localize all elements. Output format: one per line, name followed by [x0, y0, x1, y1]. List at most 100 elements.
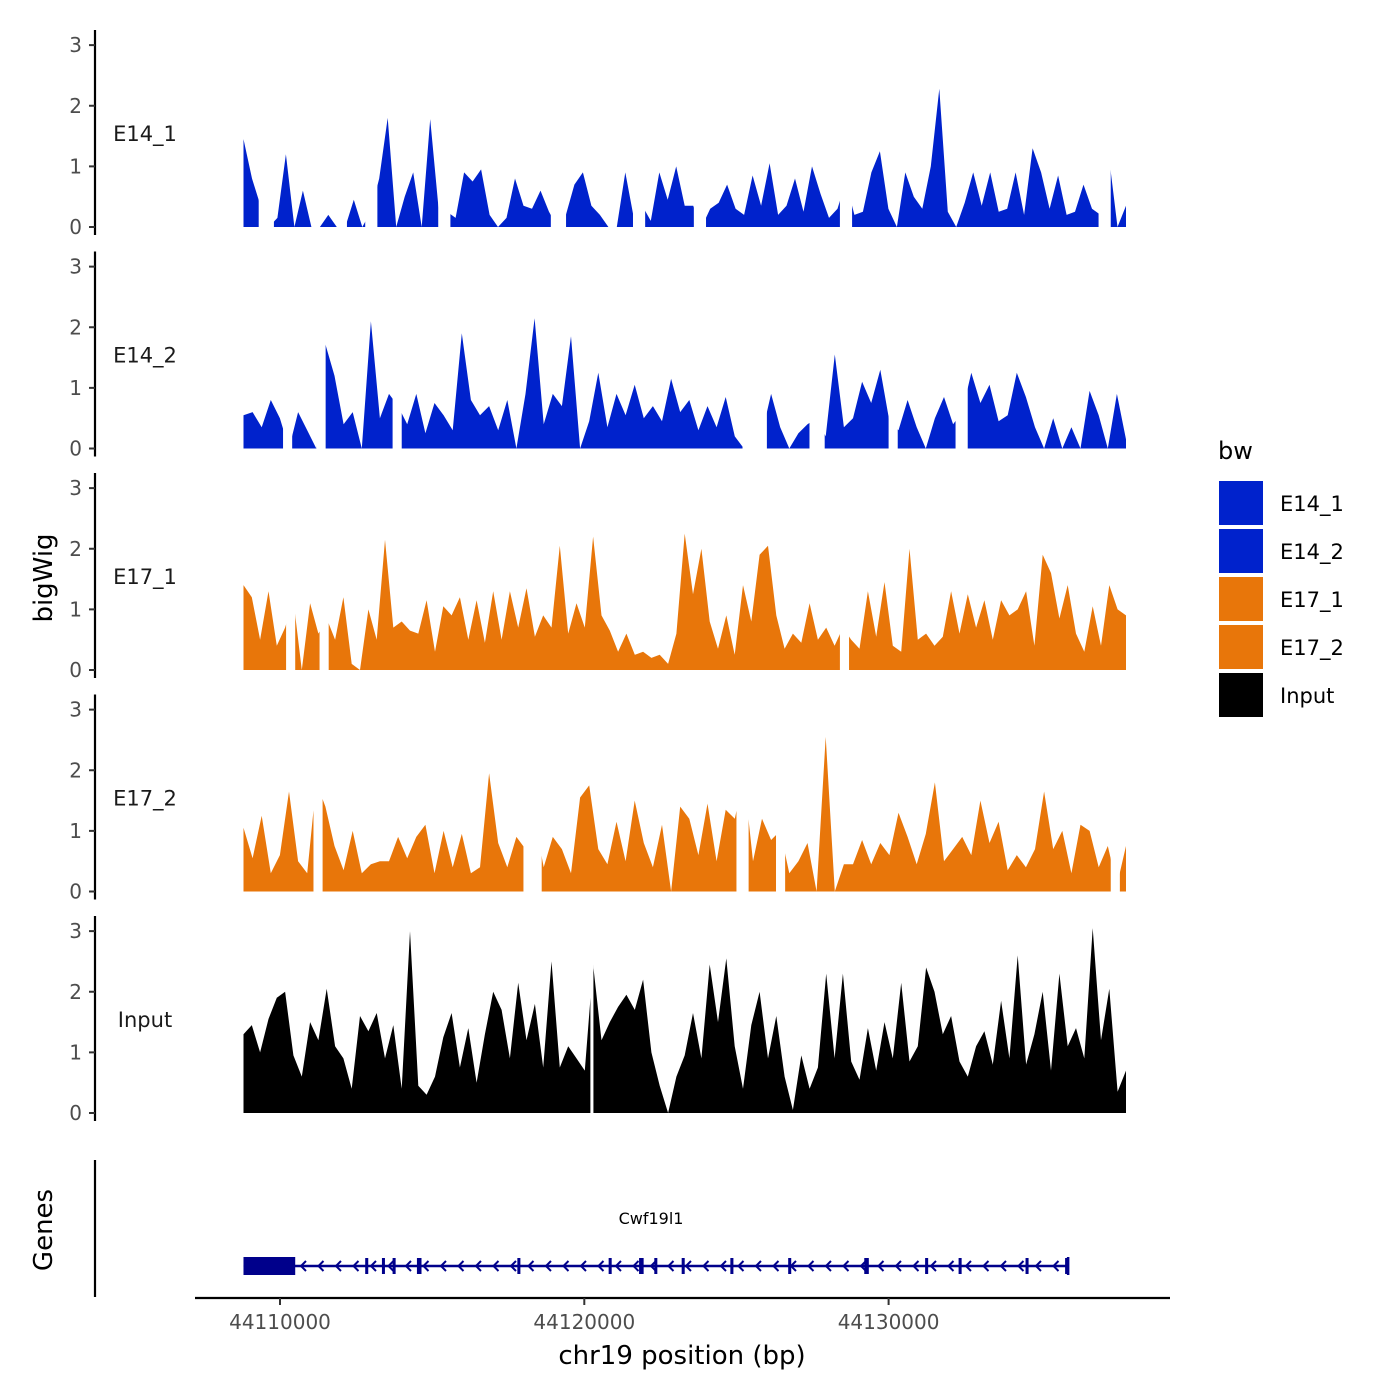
strand-arrow — [982, 1260, 990, 1272]
strand-arrow — [702, 1260, 710, 1272]
legend-label-E14_1: E14_1 — [1280, 492, 1344, 517]
y-tick-label: 2 — [69, 758, 82, 782]
y-tick-label: 0 — [69, 880, 82, 904]
strand-arrow — [929, 1260, 937, 1272]
strand-arrow — [912, 1260, 920, 1272]
coverage-gap — [888, 249, 898, 450]
strand-arrow — [807, 1260, 815, 1272]
track-E14_2: 0 1 2 3 E14_2 — [69, 249, 1126, 461]
x-tick-label: 44110000 — [229, 1310, 331, 1334]
gene-exon — [654, 1258, 658, 1274]
legend-swatch-E17_2 — [1219, 625, 1263, 669]
legend-label-Input: Input — [1280, 684, 1334, 708]
strand-arrow — [562, 1260, 570, 1272]
y-tick-label: 2 — [69, 315, 82, 339]
strand-arrow — [422, 1260, 430, 1272]
coverage-gap — [742, 249, 767, 450]
strand-arrow — [1017, 1260, 1025, 1272]
strand-arrow — [1034, 1260, 1042, 1272]
track-E14_1: 0 1 2 3 E14_1 — [69, 28, 1126, 239]
coverage-gap — [693, 28, 707, 228]
strand-arrow — [404, 1260, 412, 1272]
strand-arrow — [317, 1260, 325, 1272]
coverage-gap — [1098, 28, 1111, 228]
strand-arrow — [544, 1260, 552, 1272]
coverage-gap — [1110, 692, 1120, 893]
y-tick-label: 2 — [69, 537, 82, 561]
coverage-gap — [392, 249, 402, 450]
gene-exon — [925, 1258, 929, 1274]
strand-arrow — [474, 1260, 482, 1272]
coverage-gap — [316, 249, 326, 450]
y-tick-label: 3 — [69, 476, 82, 500]
track-label-E14_1: E14_1 — [113, 122, 177, 147]
track-label-E14_2: E14_2 — [113, 344, 177, 369]
coverage-gap — [340, 28, 347, 228]
gene-exon — [365, 1258, 369, 1274]
strand-arrow — [439, 1260, 447, 1272]
strand-arrow — [772, 1260, 780, 1272]
strand-arrow — [457, 1260, 465, 1272]
track-E17_1: 0 1 2 3 E17_1 — [69, 471, 1126, 682]
legend-label-E17_2: E17_2 — [1280, 636, 1344, 661]
track-Input: 0 1 2 3 Input — [69, 914, 1126, 1125]
y-tick-label: 2 — [69, 94, 82, 118]
strand-arrow — [597, 1260, 605, 1272]
coverage-area-E14_2 — [243, 318, 1126, 449]
track-label-E17_2: E17_2 — [113, 787, 177, 812]
strand-arrow — [894, 1260, 902, 1272]
legend-swatch-E17_1 — [1219, 577, 1263, 621]
y-tick-label: 0 — [69, 658, 82, 682]
x-tick-label: 44120000 — [533, 1310, 635, 1334]
strand-arrow — [614, 1260, 622, 1272]
strand-arrow — [789, 1260, 797, 1272]
strand-arrow — [334, 1260, 342, 1272]
gene-exon — [416, 1258, 422, 1274]
coverage-gap — [258, 28, 274, 228]
legend: bw E14_1 E14_2 E17_1 E17_2 Input — [1218, 437, 1344, 717]
strand-arrow — [999, 1260, 1007, 1272]
coverage-gap — [809, 249, 825, 450]
strand-arrow — [282, 1260, 290, 1272]
strand-arrow — [824, 1260, 832, 1272]
y-tick-label: 0 — [69, 215, 82, 239]
legend-label-E17_1: E17_1 — [1280, 588, 1344, 613]
track-label-E17_1: E17_1 — [113, 565, 177, 590]
x-axis: 44110000 44120000 44130000 — [195, 1296, 1170, 1334]
x-axis-title: chr19 position (bp) — [558, 1341, 805, 1371]
track-label-Input: Input — [118, 1008, 172, 1032]
strand-arrow — [299, 1260, 307, 1272]
legend-title: bw — [1218, 437, 1253, 465]
coverage-gap — [286, 471, 296, 671]
strand-arrow — [387, 1260, 395, 1272]
legend-swatch-E14_1 — [1219, 481, 1263, 525]
coverage-gap — [313, 692, 323, 893]
coverage-gap — [955, 249, 968, 450]
y-tick-label: 3 — [69, 698, 82, 722]
coverage-gap — [632, 28, 646, 228]
strand-arrow — [632, 1260, 640, 1272]
y-tick-label: 1 — [69, 1040, 82, 1064]
coverage-area-E17_1 — [243, 533, 1126, 670]
strand-arrow — [684, 1260, 692, 1272]
strand-arrow — [1052, 1260, 1060, 1272]
coverage-gap — [550, 28, 567, 228]
y-tick-label: 1 — [69, 819, 82, 843]
gene-exon — [381, 1258, 385, 1274]
track-E17_2: 0 1 2 3 E17_2 — [69, 692, 1126, 904]
coverage-area-Input — [243, 928, 1126, 1113]
gene-exon — [1025, 1258, 1029, 1274]
gene-exon — [608, 1258, 612, 1274]
strand-arrow — [877, 1260, 885, 1272]
legend-swatch-Input — [1219, 673, 1263, 717]
coverage-gap — [736, 692, 749, 893]
legend-swatch-E14_2 — [1219, 529, 1263, 573]
strand-arrow — [754, 1260, 762, 1272]
strand-arrow — [369, 1260, 377, 1272]
y-tick-label: 0 — [69, 437, 82, 461]
gene-exon — [958, 1258, 962, 1274]
strand-arrow — [859, 1260, 867, 1272]
y-tick-label: 3 — [69, 33, 82, 57]
y-tick-label: 2 — [69, 980, 82, 1004]
